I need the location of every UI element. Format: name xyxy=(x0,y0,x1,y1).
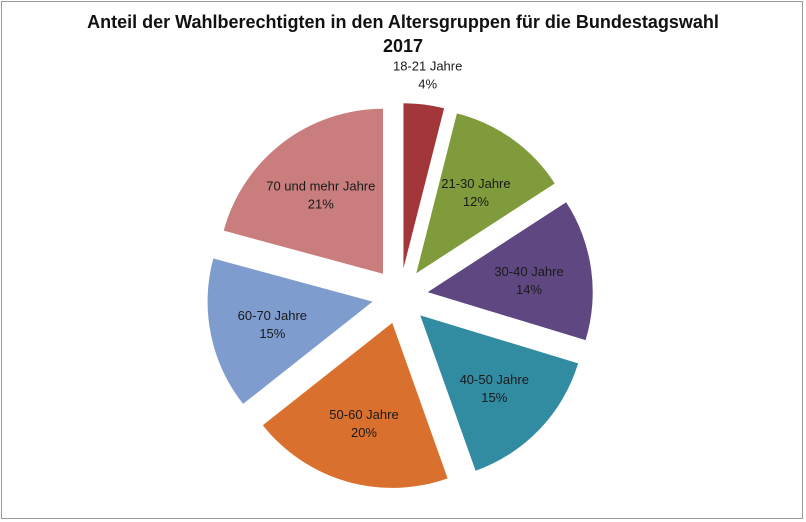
slice-label: 40-50 Jahre xyxy=(460,372,529,387)
slice-value-label: 15% xyxy=(259,326,285,341)
chart-title: Anteil der Wahlberechtigten in den Alter… xyxy=(0,10,806,58)
chart-title-line2: 2017 xyxy=(382,36,424,56)
pie-slice-50-60-jahre xyxy=(262,322,448,488)
slice-label: 60-70 Jahre xyxy=(238,308,307,323)
slice-value-label: 14% xyxy=(516,282,542,297)
slice-value-label: 20% xyxy=(351,425,377,440)
slice-value-label: 4% xyxy=(418,77,437,92)
slice-value-label: 21% xyxy=(308,197,334,212)
pie-slice-21-30-jahre xyxy=(416,113,555,274)
slice-value-label: 15% xyxy=(481,390,507,405)
pie-slice-30-40-jahre xyxy=(427,202,593,341)
slice-label: 50-60 Jahre xyxy=(329,407,398,422)
pie-slice-40-50-jahre xyxy=(420,315,579,471)
slice-label: 21-30 Jahre xyxy=(441,176,510,191)
slice-value-label: 12% xyxy=(463,194,489,209)
pie-slice-70-und-mehr-jahre xyxy=(223,108,383,274)
slice-label: 18-21 Jahre xyxy=(393,59,462,74)
pie-slice-18-21-jahre xyxy=(403,103,445,269)
chart-title-line1: Anteil der Wahlberechtigten in den Alter… xyxy=(87,12,719,32)
pie-slice-60-70-jahre xyxy=(207,258,373,404)
slice-label: 30-40 Jahre xyxy=(494,264,563,279)
slice-label: 70 und mehr Jahre xyxy=(266,179,375,194)
